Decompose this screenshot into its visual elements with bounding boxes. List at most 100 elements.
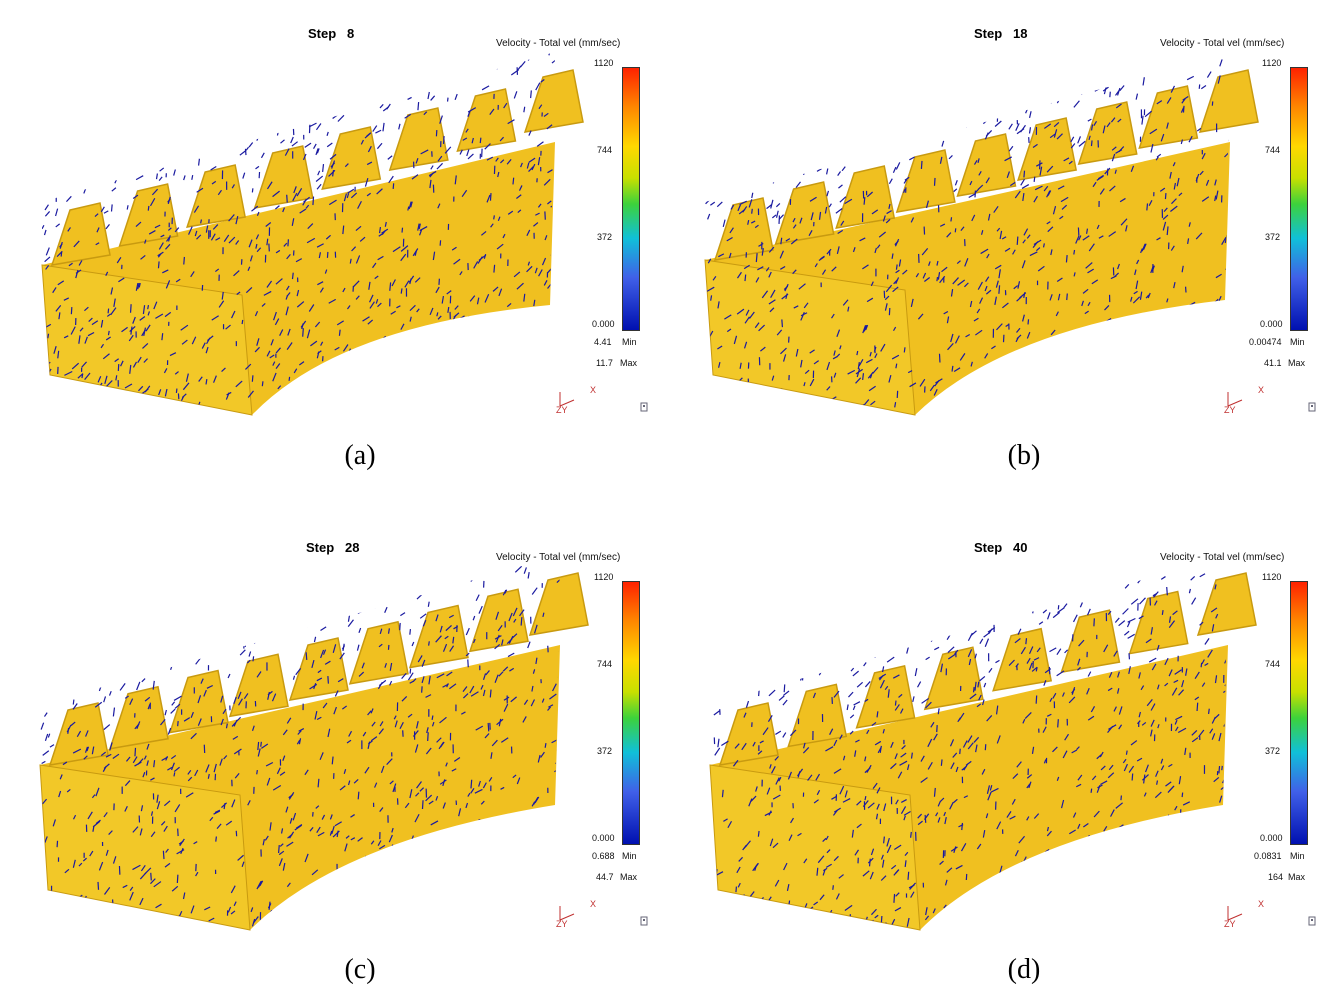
max-value: 164: [1268, 872, 1284, 882]
step-label: Step 18: [974, 26, 1028, 41]
panel-caption: (a): [344, 440, 376, 471]
color-bar: [1290, 581, 1308, 845]
gear-tooth: [1196, 572, 1257, 636]
panel-c: Step 28 Velocity - Total vel (mm/sec) 11…: [0, 498, 668, 995]
color-bar: [622, 581, 640, 845]
gear-tooth: [408, 604, 469, 669]
tick-label: 0.000: [1260, 833, 1283, 843]
gear-tooth: [895, 149, 956, 213]
max-label: Max: [1288, 358, 1306, 368]
tick-label: 744: [597, 145, 613, 155]
gear-render: [709, 555, 1257, 931]
panel-caption: (b): [1007, 440, 1041, 471]
gear-tooth: [1128, 590, 1189, 655]
max-label: Max: [620, 358, 638, 368]
gear-tooth: [1060, 609, 1121, 674]
tick-label: 0.000: [1260, 319, 1283, 329]
gear-tooth: [388, 107, 449, 171]
gear-tooth: [228, 653, 289, 718]
gear-render: [39, 555, 589, 931]
tick-label: 1120: [594, 58, 614, 68]
gear-tooth: [321, 126, 382, 190]
step-label: Step 8: [308, 26, 355, 41]
gear-end-face: [39, 764, 251, 931]
panel-caption: (c): [344, 954, 376, 985]
tick-label: 1120: [594, 572, 614, 582]
axis-triad-icon: [1227, 392, 1243, 407]
gear-tooth: [774, 181, 835, 245]
gear-tooth: [50, 202, 111, 266]
legend-title: Velocity - Total vel (mm/sec): [496, 38, 621, 49]
axis-x-label: X: [590, 385, 597, 395]
max-label: Max: [1288, 872, 1306, 882]
min-label: Min: [622, 337, 637, 347]
tick-label: 372: [597, 746, 613, 756]
panel-d: Step 40 Velocity - Total vel (mm/sec) 11…: [668, 498, 1336, 995]
tick-label: 372: [1265, 232, 1281, 242]
legend-title: Velocity - Total vel (mm/sec): [1160, 38, 1285, 49]
gear-tooth: [956, 133, 1017, 197]
gear-render: [41, 52, 584, 416]
tick-label: 372: [1265, 746, 1281, 756]
tick-label: 372: [597, 232, 613, 242]
tick-label: 1120: [1262, 58, 1282, 68]
axis-zy-label: ZY: [556, 919, 568, 929]
gear-tooth: [523, 69, 584, 133]
gear-tooth: [1017, 117, 1078, 181]
tick-label: 0.000: [592, 833, 615, 843]
axis-triad-icon: [1227, 906, 1243, 921]
max-value: 11.7: [596, 358, 613, 368]
min-value: 4.41: [594, 337, 612, 347]
axis-zy-label: ZY: [556, 405, 568, 415]
step-label: Step 40: [974, 540, 1028, 555]
legend-title: Velocity - Total vel (mm/sec): [496, 552, 621, 563]
gear-tooth: [835, 165, 896, 229]
gear-tooth: [718, 702, 779, 766]
gear-tooth: [1077, 101, 1138, 165]
min-label: Min: [1290, 337, 1305, 347]
tick-label: 1120: [1262, 572, 1282, 582]
min-label: Min: [622, 851, 637, 861]
axis-x-label: X: [590, 899, 597, 909]
view-cube-icon: [1308, 402, 1316, 412]
max-value: 41.1: [1264, 358, 1282, 368]
tick-label: 744: [1265, 145, 1281, 155]
axis-zy-label: ZY: [1224, 405, 1236, 415]
tick-label: 0.000: [592, 319, 615, 329]
gear-end-face: [41, 264, 253, 416]
axis-zy-label: ZY: [1224, 919, 1236, 929]
axis-x-label: X: [1258, 385, 1265, 395]
gear-tooth: [253, 145, 314, 209]
panel-a: Step 8 Velocity - Total vel (mm/sec) 112…: [0, 0, 668, 497]
gear-tooth: [468, 588, 529, 653]
tick-label: 744: [597, 659, 613, 669]
gear-tooth: [713, 197, 774, 261]
min-value: 0.688: [592, 851, 615, 861]
view-cube-icon: [640, 916, 648, 926]
axis-x-label: X: [1258, 899, 1265, 909]
view-cube-icon: [640, 402, 648, 412]
step-label: Step 28: [306, 540, 360, 555]
panel-b: Step 18 Velocity - Total vel (mm/sec) 11…: [668, 0, 1336, 497]
view-cube-icon: [1308, 916, 1316, 926]
max-label: Max: [620, 872, 638, 882]
min-value: 0.00474: [1249, 337, 1282, 347]
axis-triad-icon: [559, 392, 575, 407]
panel-caption: (d): [1007, 954, 1041, 985]
gear-tooth: [992, 627, 1053, 692]
gear-end-face: [709, 764, 921, 931]
axis-triad-icon: [559, 906, 575, 921]
gear-tooth: [186, 164, 247, 228]
color-bar: [622, 67, 640, 331]
legend-title: Velocity - Total vel (mm/sec): [1160, 552, 1285, 563]
max-value: 44.7: [596, 872, 614, 882]
tick-label: 744: [1265, 659, 1281, 669]
gear-tooth: [923, 646, 984, 711]
gear-render: [704, 52, 1259, 416]
gear-tooth: [288, 637, 349, 701]
gear-tooth: [528, 572, 589, 636]
gear-tooth: [1138, 85, 1199, 149]
gear-tooth: [348, 620, 409, 685]
min-value: 0.0831: [1254, 851, 1282, 861]
min-label: Min: [1290, 851, 1305, 861]
